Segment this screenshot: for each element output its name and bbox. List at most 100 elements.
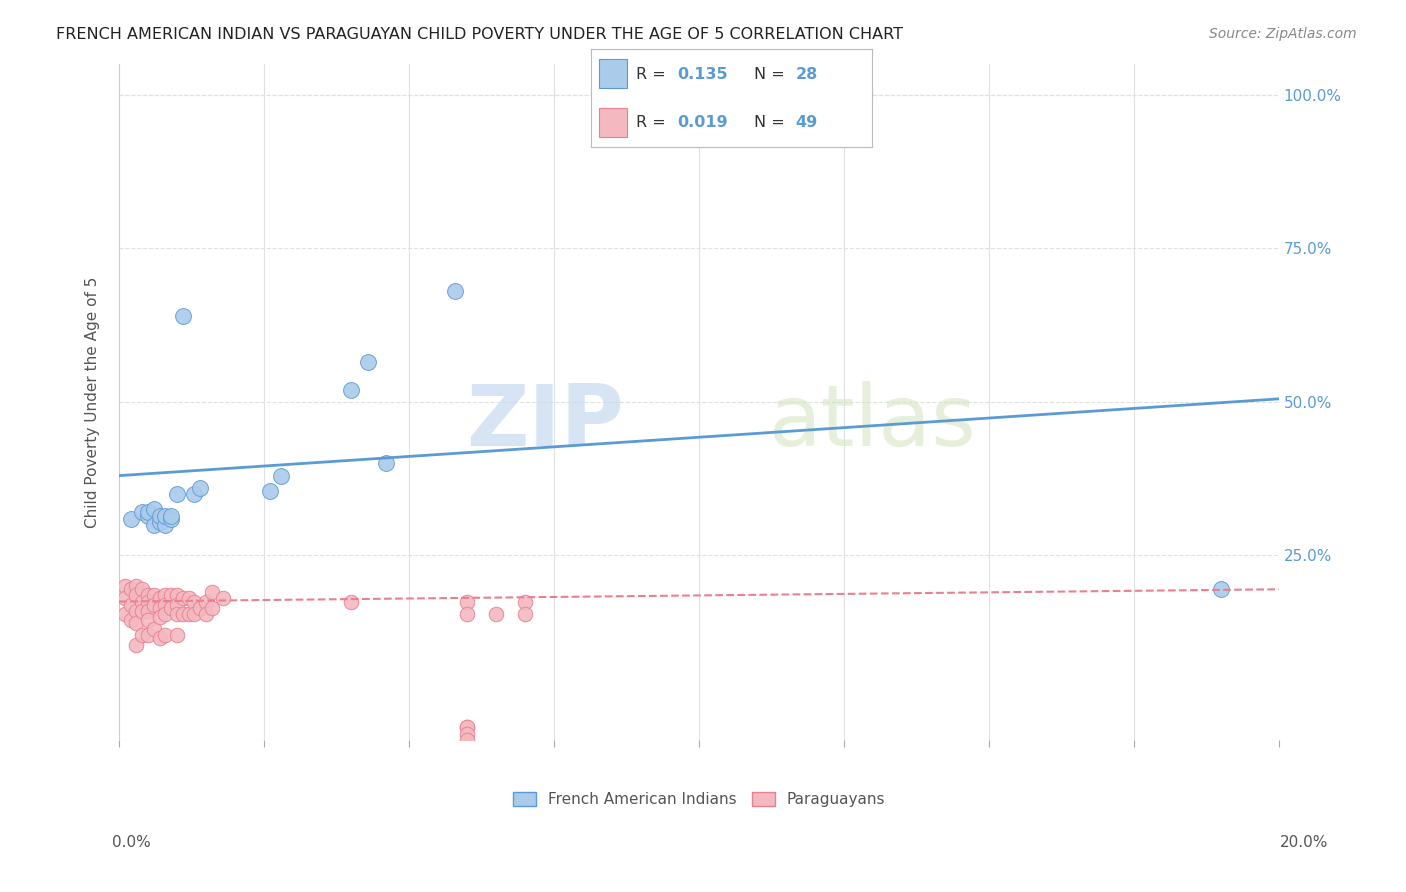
Point [125,589,148,603]
Y-axis label: Child Poverty Under the Age of 5: Child Poverty Under the Age of 5 [86,277,100,527]
Point [142,517,165,532]
Point [456,721,478,735]
Point [149,600,172,615]
Point [149,591,172,606]
Point [114,579,136,593]
Point [485,607,508,621]
Point [659,87,682,102]
Point [456,726,478,740]
Point [177,591,200,606]
Point [374,456,396,470]
Point [201,585,224,599]
Point [136,604,159,618]
Point [120,613,142,627]
Bar [599,108,627,137]
Text: 28: 28 [796,67,818,81]
Point [188,481,211,495]
Point [160,589,183,603]
Point [114,607,136,621]
Point [166,607,188,621]
Point [136,613,159,627]
Text: Source: ZipAtlas.com: Source: ZipAtlas.com [1209,27,1357,41]
Point [131,506,153,520]
Bar [599,59,627,88]
Point [131,582,153,597]
Point [155,598,177,612]
Text: 0.135: 0.135 [678,67,728,81]
Point [201,600,224,615]
Point [166,628,188,642]
Point [131,604,153,618]
Point [259,483,281,498]
Point [166,487,188,501]
Point [456,732,478,747]
Point [125,616,148,631]
Point [172,309,194,323]
Point [456,607,478,621]
Point [125,604,148,618]
Point [513,607,536,621]
Text: R =: R = [636,67,671,81]
Text: 49: 49 [796,115,818,129]
Point [142,589,165,603]
Text: 0.0%: 0.0% [112,836,152,850]
Point [172,591,194,606]
Point [131,628,153,642]
Point [513,594,536,608]
Point [149,632,172,646]
Point [160,600,183,615]
Point [188,600,211,615]
Point [444,285,467,299]
Point [120,598,142,612]
Point [114,591,136,606]
Point [155,607,177,621]
Point [172,607,194,621]
Text: ZIP: ZIP [465,381,624,464]
Point [136,589,159,603]
Point [120,511,142,525]
Point [160,508,183,523]
Point [142,622,165,636]
Text: R =: R = [636,115,671,129]
Point [136,594,159,608]
Point [340,594,363,608]
Point [212,591,235,606]
Point [155,508,177,523]
Point [155,517,177,532]
Text: 0.019: 0.019 [678,115,728,129]
Point [136,506,159,520]
Point [131,594,153,608]
Point [1209,582,1232,597]
Point [166,598,188,612]
Point [125,579,148,593]
Point [177,607,200,621]
Text: 20.0%: 20.0% [1281,836,1329,850]
Point [340,383,363,397]
Point [149,508,172,523]
Legend: French American Indians, Paraguayans: French American Indians, Paraguayans [506,786,891,814]
Point [142,598,165,612]
Text: atlas: atlas [769,381,977,464]
Point [183,607,205,621]
Point [195,594,218,608]
Point [270,468,292,483]
Point [136,628,159,642]
Point [183,487,205,501]
Point [155,589,177,603]
Text: N =: N = [754,67,790,81]
Point [120,582,142,597]
Text: N =: N = [754,115,790,129]
Point [125,638,148,652]
Point [155,628,177,642]
Point [195,607,218,621]
Point [456,721,478,735]
Point [136,508,159,523]
Point [142,502,165,516]
Point [456,594,478,608]
Point [149,515,172,529]
Point [160,511,183,525]
Point [183,594,205,608]
Point [357,355,380,369]
Text: FRENCH AMERICAN INDIAN VS PARAGUAYAN CHILD POVERTY UNDER THE AGE OF 5 CORRELATIO: FRENCH AMERICAN INDIAN VS PARAGUAYAN CHI… [56,27,903,42]
Point [166,589,188,603]
